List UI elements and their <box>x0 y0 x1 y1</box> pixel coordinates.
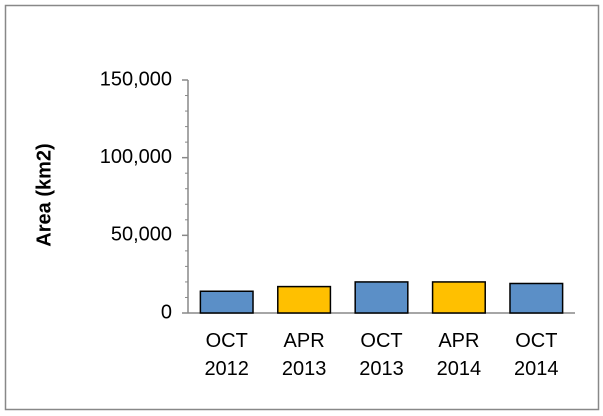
bar <box>199 290 254 314</box>
bar <box>431 281 486 314</box>
y-tick-label: 50,000 <box>111 224 172 246</box>
y-tick-label: 150,000 <box>100 68 172 90</box>
x-tick-label: APR 2013 <box>282 330 327 380</box>
y-tick-label: 100,000 <box>100 146 172 168</box>
x-tick-label: OCT 2013 <box>359 330 404 380</box>
chart-frame <box>4 4 600 411</box>
y-axis-title: Area (km2) <box>33 143 55 246</box>
bar <box>509 282 564 314</box>
bar <box>354 281 409 314</box>
bar <box>277 285 332 314</box>
y-tick-label: 0 <box>161 301 172 323</box>
x-tick-label: OCT 2014 <box>514 330 559 380</box>
x-tick-label: APR 2014 <box>437 330 482 380</box>
x-tick-label: OCT 2012 <box>204 330 249 380</box>
